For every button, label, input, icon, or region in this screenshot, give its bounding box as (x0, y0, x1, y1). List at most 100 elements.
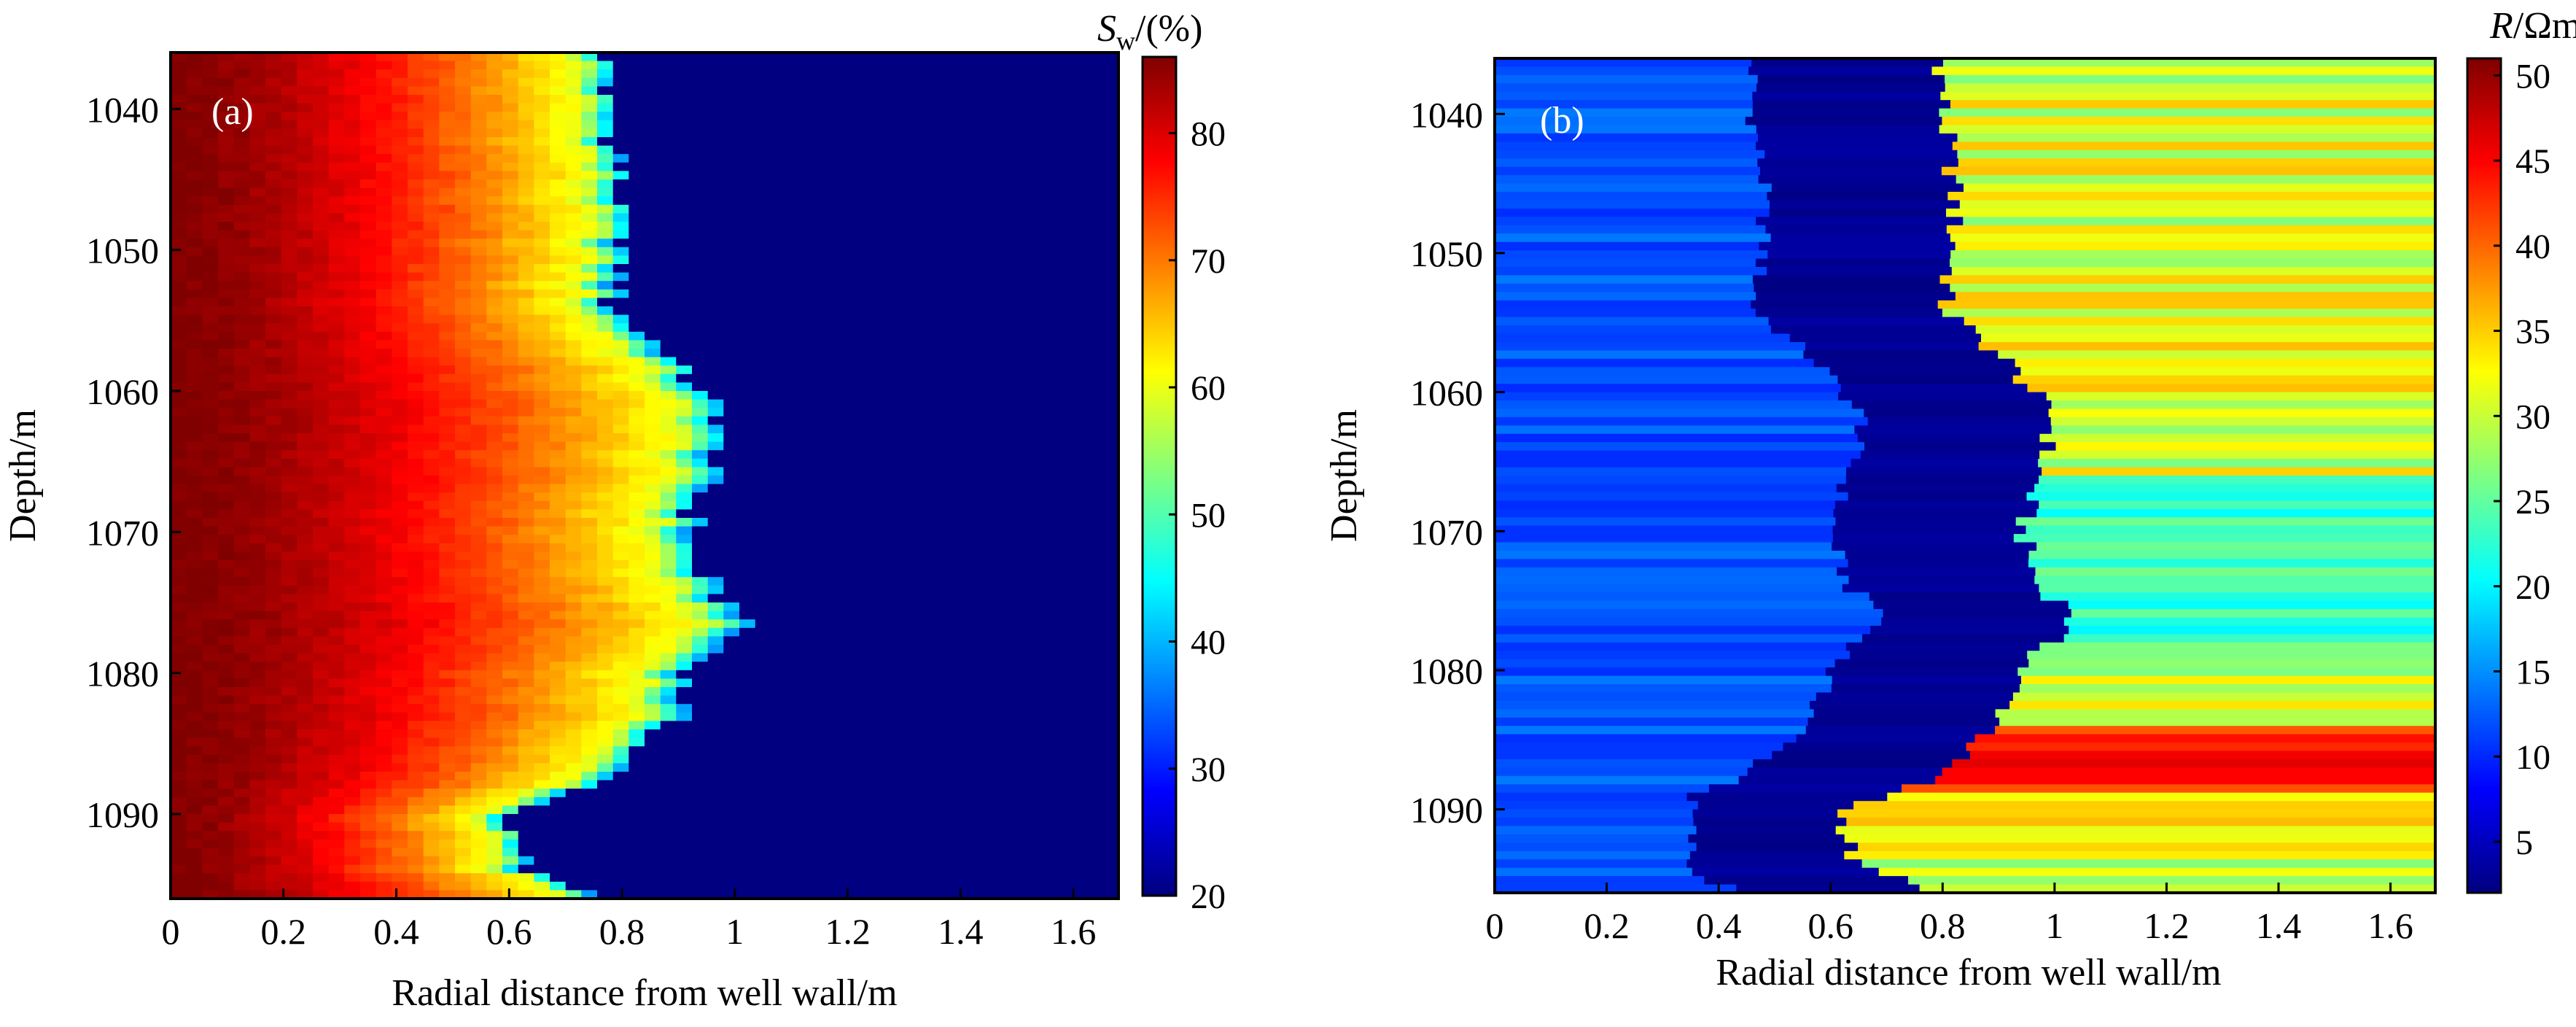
heatmap-cell (218, 551, 235, 561)
heatmap-cell (486, 577, 503, 586)
heatmap-cell (739, 509, 756, 519)
heatmap-cell (1024, 560, 1040, 570)
heatmap-cell (597, 653, 614, 662)
heatmap-cell (629, 518, 645, 527)
heatmap-cell (1008, 535, 1024, 544)
heatmap-cell (344, 704, 361, 713)
heatmap-cell (455, 500, 472, 511)
heatmap-cell (1086, 458, 1104, 468)
heatmap-cell (328, 61, 346, 70)
heatmap-cell (233, 568, 251, 578)
heatmap-cell (1024, 281, 1040, 290)
heatmap-cell (218, 568, 235, 578)
heatmap-cell (392, 222, 408, 231)
heatmap-cell (502, 306, 519, 316)
heatmap-cell (960, 645, 977, 654)
heatmap-cell (392, 653, 408, 662)
heatmap-cell (597, 425, 614, 434)
heatmap-cell (913, 399, 930, 408)
heatmap-cell (645, 162, 661, 172)
heatmap-cell (470, 687, 488, 697)
heatmap-cell (723, 662, 740, 671)
heatmap-cell (1024, 662, 1040, 671)
heatmap-cell (707, 476, 725, 485)
heatmap-cell (929, 467, 946, 476)
heatmap-cell (186, 636, 203, 646)
heatmap-cell (707, 187, 725, 197)
heatmap-cell (1055, 373, 1072, 384)
heatmap-cell (629, 112, 645, 121)
heatmap-cell (486, 213, 503, 222)
heatmap-cell (375, 602, 393, 612)
heatmap-cell (470, 678, 488, 688)
heatmap-cell (787, 645, 803, 654)
heatmap-cell (629, 53, 645, 62)
heatmap-cell (676, 69, 693, 79)
heatmap-cell (186, 729, 203, 739)
heatmap-cell (218, 196, 235, 206)
heatmap-cell (739, 196, 756, 206)
heatmap-cell (787, 247, 803, 257)
heatmap-cell (818, 247, 835, 257)
heatmap-cell (297, 289, 314, 299)
heatmap-cell (692, 272, 709, 282)
heatmap-cell (375, 230, 393, 239)
heatmap-cell (597, 264, 614, 274)
heatmap-cell (723, 391, 740, 400)
heatmap-cell (360, 77, 377, 88)
heatmap-cell (597, 213, 614, 222)
heatmap-cell (1086, 476, 1104, 485)
heatmap-cell (992, 69, 1009, 79)
heatmap-cell (882, 213, 898, 222)
heatmap-cell (518, 712, 535, 722)
heatmap-cell (645, 712, 661, 722)
heatmap-cell (629, 627, 645, 637)
heatmap-cell (660, 518, 677, 527)
heatmap-cell (929, 298, 946, 307)
heatmap-cell (581, 340, 598, 349)
heatmap-cell (944, 196, 962, 206)
heatmap-cell (171, 509, 187, 519)
heatmap-cell (534, 187, 550, 197)
heatmap-cell (439, 331, 456, 341)
heatmap-cell (1008, 365, 1024, 375)
heatmap-cell (612, 86, 630, 96)
heatmap-cell (723, 239, 740, 248)
heatmap-cell (612, 391, 630, 400)
heatmap-cell (581, 112, 598, 121)
heatmap-cell (392, 154, 408, 163)
heatmap-cell (328, 737, 346, 747)
heatmap-cell (328, 492, 346, 502)
heatmap-cell (328, 53, 346, 62)
heatmap-cell (692, 526, 709, 535)
heatmap-cell (171, 627, 187, 637)
heatmap-cell (1071, 585, 1088, 595)
heatmap-cell (360, 391, 377, 400)
heatmap-cell (1071, 712, 1088, 722)
heatmap-cell (929, 53, 946, 62)
heatmap-cell (818, 373, 835, 384)
heatmap-cell (944, 450, 962, 460)
heatmap-cell (534, 526, 550, 535)
heatmap-cell (470, 314, 488, 324)
heatmap-cell (755, 323, 772, 333)
heatmap-cell (565, 729, 583, 739)
heatmap-cell (171, 704, 187, 713)
heatmap-cell (834, 602, 851, 612)
heatmap-cell (313, 162, 330, 172)
heatmap-cell (597, 128, 614, 138)
heatmap-cell (1008, 746, 1024, 756)
heatmap-cell (281, 179, 298, 189)
heatmap-cell (171, 239, 187, 248)
heatmap-cell (1086, 289, 1104, 299)
heatmap-cell (960, 162, 977, 172)
heatmap-cell (929, 560, 946, 570)
heatmap-cell (1055, 408, 1072, 417)
heatmap-cell (992, 323, 1009, 333)
heatmap-cell (612, 213, 630, 222)
heatmap-cell (392, 518, 408, 527)
heatmap-cell (328, 272, 346, 282)
heatmap-cell (565, 500, 583, 511)
heatmap-cell (707, 222, 725, 231)
heatmap-cell (313, 137, 330, 147)
